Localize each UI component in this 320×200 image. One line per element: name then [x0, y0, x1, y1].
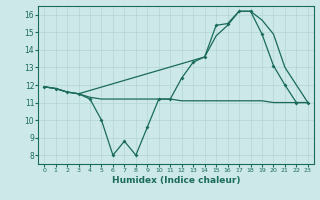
X-axis label: Humidex (Indice chaleur): Humidex (Indice chaleur) [112, 176, 240, 185]
